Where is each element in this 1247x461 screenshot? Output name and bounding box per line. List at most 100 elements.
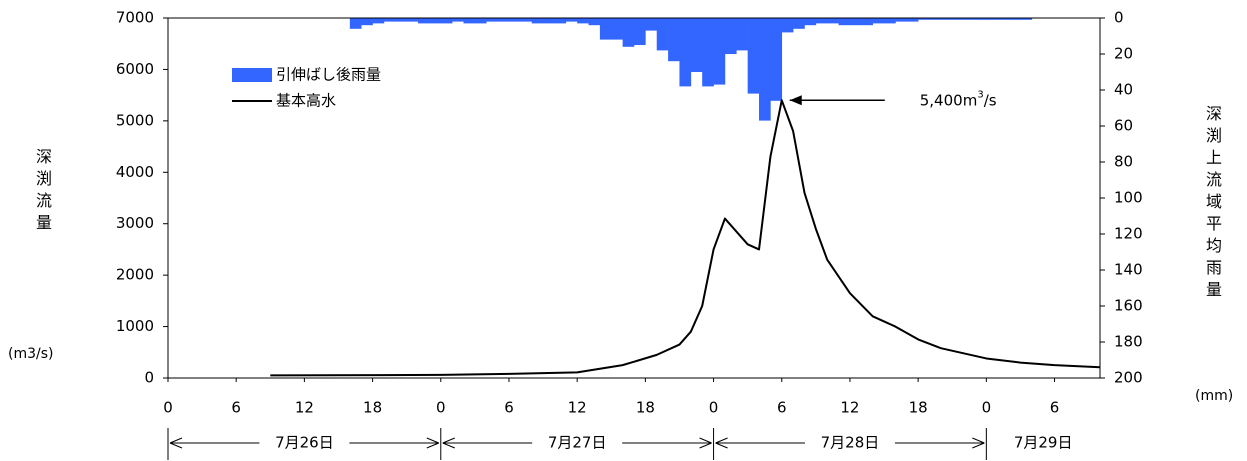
rain-bar <box>554 18 567 24</box>
y2-tick-label: 20 <box>1114 45 1133 63</box>
rain-bar <box>372 18 385 24</box>
rain-bar <box>361 18 373 26</box>
y2-tick-label: 200 <box>1114 369 1143 387</box>
day-label: 7月27日 <box>548 434 607 452</box>
annotation: 5,400m3/s <box>920 89 997 109</box>
rain-bar <box>804 18 817 26</box>
x-tick-label: 6 <box>1050 399 1060 417</box>
rain-bar <box>861 18 873 26</box>
rain-bar <box>497 18 510 22</box>
day-arrow-head <box>169 437 183 449</box>
day-label: 7月29日 <box>1014 434 1073 452</box>
rain-bar <box>634 18 646 45</box>
day-arrow-head <box>972 437 985 449</box>
y2-tick-label: 40 <box>1114 81 1133 99</box>
rain-bar <box>543 18 555 24</box>
rain-bar <box>702 18 714 87</box>
y-tick-label: 3000 <box>116 214 154 232</box>
rain-bar <box>656 18 669 51</box>
y-tick-label: 2000 <box>116 266 154 284</box>
y2-tick-label: 60 <box>1114 117 1133 135</box>
rain-bar <box>406 18 419 22</box>
rain-bar <box>963 18 976 20</box>
x-tick-label: 0 <box>163 399 173 417</box>
x-tick-label: 12 <box>295 399 314 417</box>
y-tick-label: 7000 <box>116 9 154 27</box>
day-label: 7月26日 <box>275 434 334 452</box>
rain-bar <box>452 18 464 22</box>
y-axis-unit: (m3/s) <box>8 346 54 362</box>
rain-bar <box>940 18 953 20</box>
rain-bar <box>520 18 533 22</box>
y-tick-label: 4000 <box>116 163 154 181</box>
rain-bar <box>793 18 805 29</box>
y2-tick-label: 180 <box>1114 333 1143 351</box>
rain-bar <box>895 18 908 22</box>
rain-bar <box>906 18 919 22</box>
rain-bar <box>418 18 430 24</box>
rain-bar <box>474 18 487 24</box>
y-tick-label: 6000 <box>116 60 154 78</box>
day-arrow-head <box>715 437 728 449</box>
rain-bar <box>622 18 635 47</box>
rain-bar <box>599 18 612 40</box>
rain-bar <box>827 18 839 24</box>
rain-bar <box>997 18 1010 20</box>
rain-bar <box>645 18 658 31</box>
rain-bar <box>668 18 680 62</box>
day-label: 7月28日 <box>821 434 880 452</box>
x-tick-label: 18 <box>636 399 655 417</box>
rain-bar <box>986 18 999 20</box>
legend-label: 基本高水 <box>276 92 336 110</box>
rain-bar <box>929 18 942 20</box>
y2-tick-label: 120 <box>1114 225 1143 243</box>
rain-bar <box>974 18 987 20</box>
rain-bar <box>952 18 964 20</box>
x-tick-label: 0 <box>982 399 992 417</box>
y2-tick-label: 100 <box>1114 189 1143 207</box>
annotation-sup: 3 <box>977 89 983 100</box>
rain-bar <box>1009 18 1021 20</box>
day-arrow-head <box>426 437 439 449</box>
rain-bar <box>463 18 476 24</box>
rain-bar <box>747 18 760 94</box>
rain-bar <box>872 18 885 24</box>
legend-swatch <box>232 68 272 82</box>
day-arrow-head <box>699 437 712 449</box>
rain-bar <box>565 18 578 22</box>
x-tick-label: 0 <box>436 399 446 417</box>
rain-bar <box>349 18 362 29</box>
y2-axis-label: 深渕上流域平均雨量 <box>1203 105 1222 303</box>
rain-bar <box>884 18 896 24</box>
rain-bar <box>690 18 703 72</box>
x-tick-label: 12 <box>568 399 587 417</box>
rain-bar <box>849 18 862 26</box>
y2-tick-label: 160 <box>1114 297 1143 315</box>
x-tick-label: 6 <box>231 399 241 417</box>
rain-bar <box>736 18 748 51</box>
rain-bar <box>759 18 771 121</box>
x-tick-label: 18 <box>363 399 382 417</box>
y-tick-label: 0 <box>144 369 154 387</box>
rain-bar <box>918 18 930 20</box>
rain-bar <box>429 18 442 24</box>
y-axis-label: 深渕流量 <box>33 148 52 236</box>
rain-bar <box>395 18 407 22</box>
rain-bar <box>815 18 828 24</box>
legend-label: 引伸ばし後雨量 <box>276 66 381 84</box>
rain-bar <box>679 18 692 87</box>
rain-bar <box>588 18 601 26</box>
rain-bar <box>508 18 521 22</box>
rain-bar <box>781 18 794 33</box>
flow-line <box>270 99 1101 377</box>
x-tick-label: 0 <box>709 399 719 417</box>
rain-bar <box>577 18 589 24</box>
rain-bar <box>1020 18 1033 20</box>
annotation-arrow-head <box>789 95 802 106</box>
day-arrow-head <box>442 437 455 449</box>
x-tick-label: 6 <box>504 399 514 417</box>
annotation-text: /s <box>984 91 997 109</box>
